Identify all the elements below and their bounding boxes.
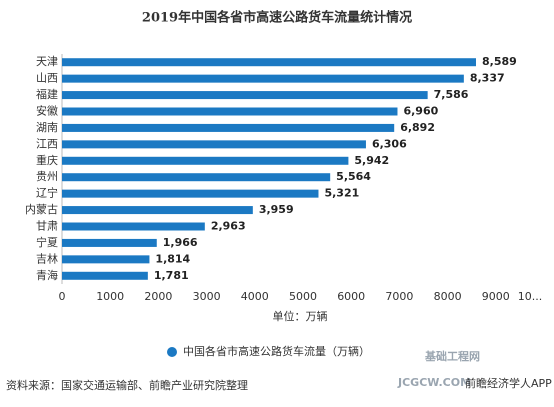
value-label: 8,337 [470, 72, 505, 85]
chart-title: 2019年中国各省市高速公路货车流量统计情况 [142, 10, 412, 26]
x-tick-label: 6000 [337, 290, 365, 303]
x-tick-label: 1000 [96, 290, 124, 303]
y-tick-label: 山西 [36, 72, 58, 85]
y-tick-label: 江西 [36, 137, 58, 150]
bar [62, 238, 157, 247]
value-label: 6,960 [403, 105, 438, 118]
x-axis-label: 单位：万辆 [273, 309, 328, 323]
x-tick-label: 8000 [434, 290, 462, 303]
y-tick-label: 湖南 [36, 121, 58, 134]
bar [62, 271, 148, 280]
x-tick-label: 9000 [482, 290, 510, 303]
y-tick-label: 吉林 [36, 251, 58, 265]
bar [62, 173, 331, 182]
value-label: 1,814 [155, 252, 190, 265]
value-label: 6,892 [400, 121, 435, 134]
value-label: 7,586 [434, 88, 469, 101]
watermark: 前瞻经济学人APP [465, 376, 552, 390]
bar [62, 58, 476, 67]
value-label: 1,966 [163, 236, 198, 249]
value-label: 5,564 [336, 170, 371, 183]
bar [62, 74, 464, 83]
bar [62, 140, 366, 149]
y-tick-label: 宁夏 [36, 235, 58, 249]
y-tick-label: 贵州 [36, 170, 58, 183]
value-label: 1,781 [154, 269, 189, 282]
value-label: 6,306 [372, 137, 407, 150]
y-tick-label: 重庆 [36, 153, 58, 167]
y-tick-label: 甘肃 [36, 220, 58, 233]
bar [62, 206, 253, 215]
bar [62, 189, 319, 198]
x-tick-label: 10... [518, 290, 543, 303]
x-tick-label: 4000 [241, 290, 269, 303]
y-tick-label: 内蒙古 [25, 202, 58, 216]
x-tick-label: 0 [59, 290, 66, 303]
x-tick-label: 5000 [289, 290, 317, 303]
bar [62, 107, 398, 116]
bar [62, 255, 150, 264]
value-label: 5,321 [324, 187, 359, 200]
x-tick-label: 7000 [385, 290, 413, 303]
value-label: 5,942 [354, 154, 389, 167]
y-tick-label: 福建 [36, 87, 58, 101]
bar [62, 123, 395, 132]
watermark: JCGCW.COM [397, 376, 471, 389]
value-label: 8,589 [482, 55, 517, 68]
bar [62, 156, 349, 165]
y-tick-label: 安徽 [36, 104, 58, 118]
bar [62, 91, 428, 100]
bar [62, 222, 205, 231]
y-tick-label: 青海 [36, 268, 58, 282]
x-tick-label: 2000 [144, 290, 172, 303]
legend-marker [167, 347, 177, 357]
value-label: 3,959 [259, 203, 294, 216]
y-tick-label: 辽宁 [36, 186, 58, 200]
x-tick-label: 3000 [193, 290, 221, 303]
y-tick-label: 天津 [36, 55, 58, 68]
source: 资料来源：国家交通运输部、前瞻产业研究院整理 [6, 378, 248, 392]
value-label: 2,963 [211, 220, 246, 233]
legend-label: 中国各省市高速公路货车流量（万辆） [183, 344, 370, 358]
watermark: 基础工程网 [424, 349, 480, 363]
